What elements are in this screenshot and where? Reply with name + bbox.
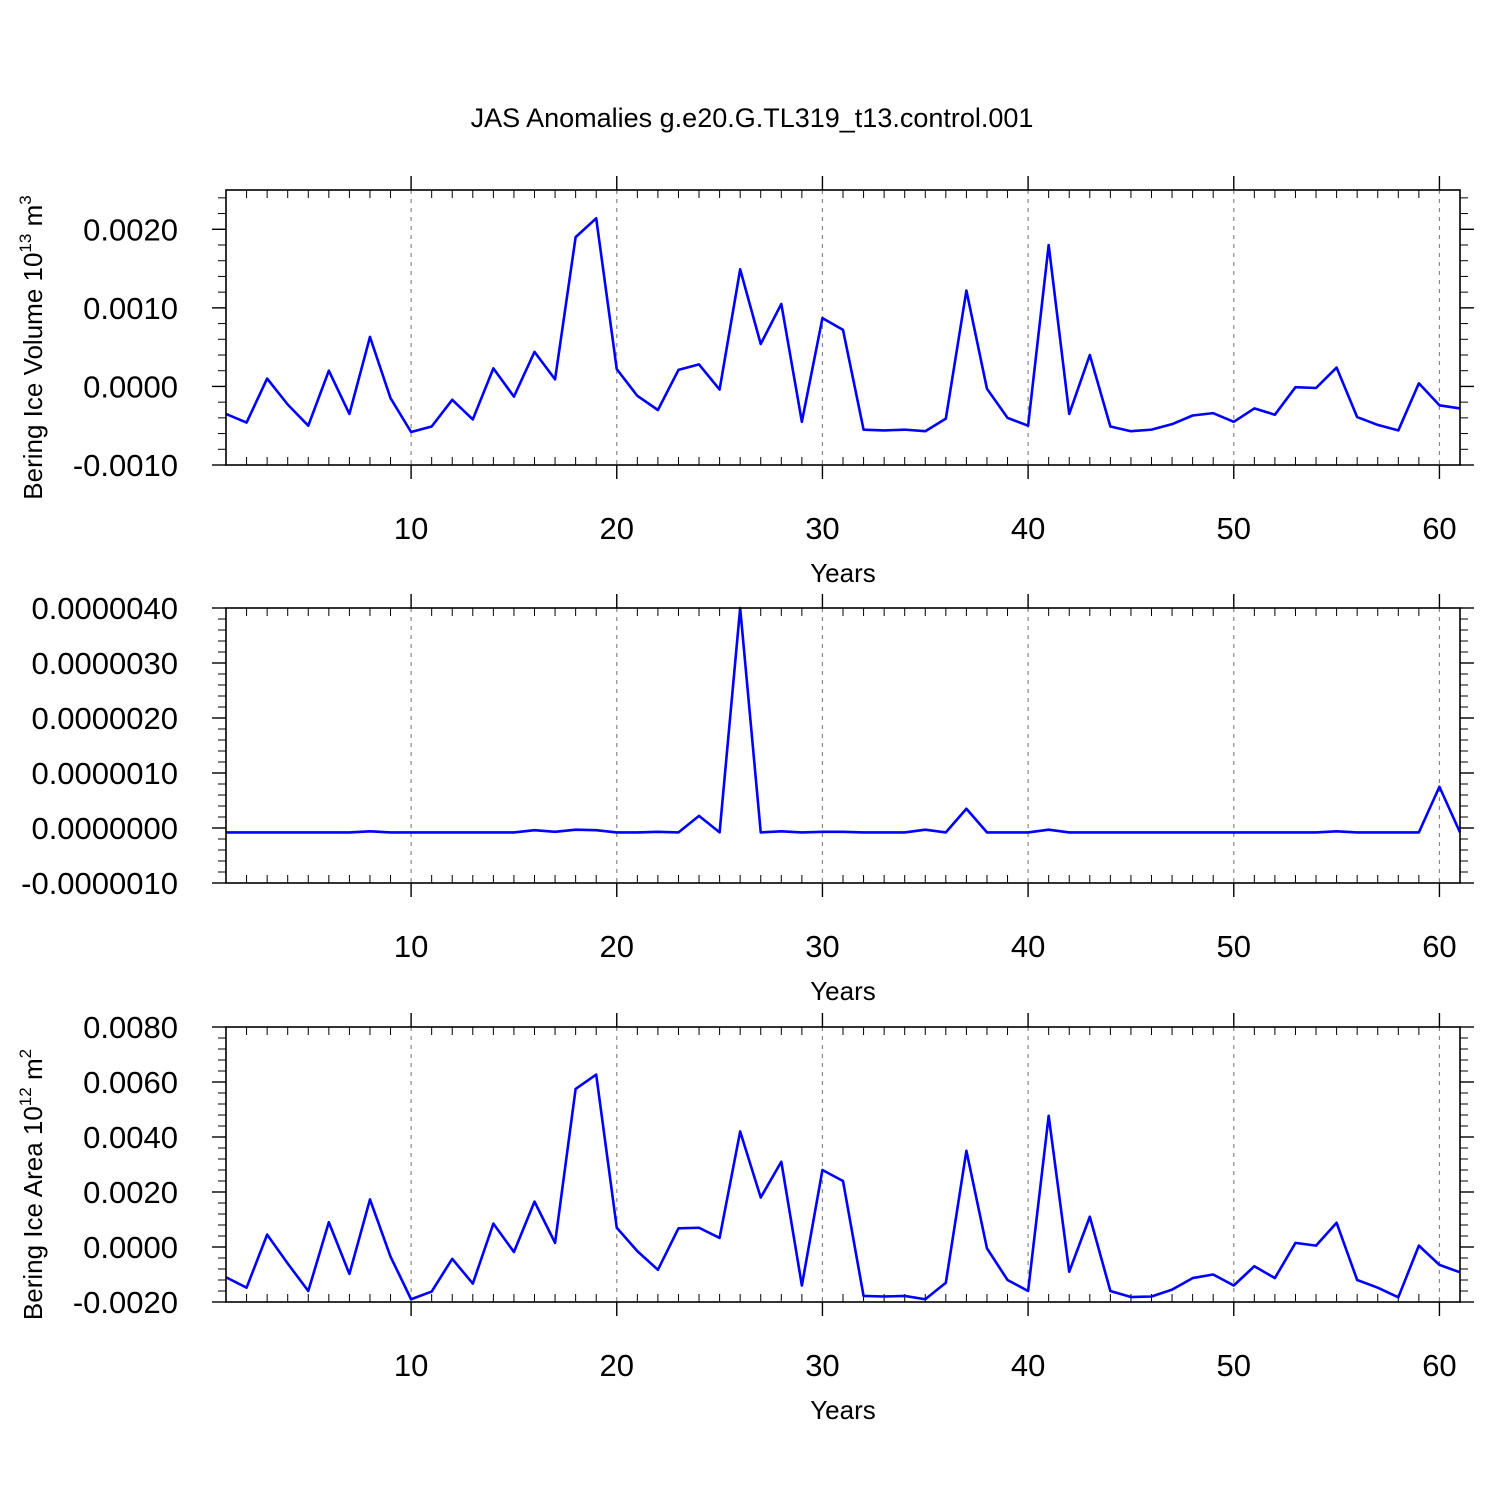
y-tick-label: 0.0020 <box>83 212 178 247</box>
y-axis-label-exponent: 12 <box>16 1087 35 1106</box>
series-line <box>226 606 1462 834</box>
x-tick-label: 40 <box>1011 1348 1045 1383</box>
y-tick-label: -0.0020 <box>73 1285 178 1320</box>
x-tick-label: 50 <box>1217 511 1251 546</box>
y-tick-label: 0.0040 <box>83 1120 178 1155</box>
plot-frame <box>225 607 1461 884</box>
y-axis-label-text: m <box>18 1058 48 1087</box>
y-axis-label: Bering Ice Volume 1013 m3 <box>16 195 48 499</box>
panel-3: 10 20 30 40 50 60 -0.0020 0.0000 0.0020 0.0040 0.0… <box>16 1010 1474 1425</box>
y-axis-label-text: m <box>18 205 48 234</box>
x-axis-label: Years <box>810 558 876 588</box>
y-axis-label-text: Bering Ice Volume 10 <box>18 253 48 500</box>
x-tick-label: 30 <box>805 511 839 546</box>
x-tick-label: 60 <box>1422 511 1456 546</box>
y-tick-label: 0.0000020 <box>31 701 178 736</box>
y-axis-label-exponent: 3 <box>16 195 35 204</box>
x-tick-label: 10 <box>394 511 428 546</box>
x-tick-label: 30 <box>805 1348 839 1383</box>
x-tick-label: 20 <box>600 511 634 546</box>
plot-frame <box>225 189 1461 466</box>
series-line <box>225 1073 1461 1301</box>
y-axis-label-text: Bering Ice Area 10 <box>18 1106 48 1320</box>
x-tick-label: 20 <box>600 1348 634 1383</box>
x-axis-label: Years <box>810 1395 876 1425</box>
y-tick-label: 0.0000030 <box>31 646 178 681</box>
panel-2: 10 20 30 40 50 60 -0.0000010 0.0000000 0.0000010… <box>21 591 1474 1006</box>
y-axis-label-exponent: 2 <box>16 1049 35 1058</box>
y-tick-label: 0.0000 <box>83 369 178 404</box>
x-tick-label: 60 <box>1422 1348 1456 1383</box>
x-tick-label: 40 <box>1011 511 1045 546</box>
series-line <box>225 216 1461 434</box>
panel-1: 10 20 30 40 50 60 -0.0010 0.0000 0.0010 0.0020 Yea… <box>16 176 1474 588</box>
x-tick-label: 50 <box>1217 929 1251 964</box>
panels: 10 20 30 40 50 60 -0.0010 0.0000 0.0010 0.0020 Yea… <box>16 176 1474 1425</box>
y-tick-label: 0.0010 <box>83 291 178 326</box>
y-tick-label: 0.0000000 <box>31 811 178 846</box>
figure-title: JAS Anomalies g.e20.G.TL319_t13.control.… <box>471 103 1034 133</box>
y-tick-label: 0.0060 <box>83 1065 178 1100</box>
plot-frame <box>225 1026 1461 1303</box>
y-tick-label: 0.0000010 <box>31 756 178 791</box>
x-tick-label: 10 <box>394 1348 428 1383</box>
x-tick-label: 10 <box>394 929 428 964</box>
y-axis-label: Bering Ice Area 1012 m2 <box>16 1049 48 1320</box>
y-tick-label: 0.0000040 <box>31 591 178 626</box>
x-tick-label: 20 <box>600 929 634 964</box>
y-tick-label: -0.0000010 <box>21 866 178 901</box>
x-axis-label: Years <box>810 976 876 1006</box>
y-tick-label: -0.0010 <box>73 448 178 483</box>
y-tick-label: 0.0000 <box>83 1230 178 1265</box>
x-tick-label: 50 <box>1217 1348 1251 1383</box>
x-tick-label: 40 <box>1011 929 1045 964</box>
x-tick-label: 30 <box>805 929 839 964</box>
y-tick-label: 0.0020 <box>83 1175 178 1210</box>
x-tick-label: 60 <box>1422 929 1456 964</box>
y-tick-label: 0.0080 <box>83 1010 178 1045</box>
y-axis-label-exponent: 13 <box>16 234 35 253</box>
